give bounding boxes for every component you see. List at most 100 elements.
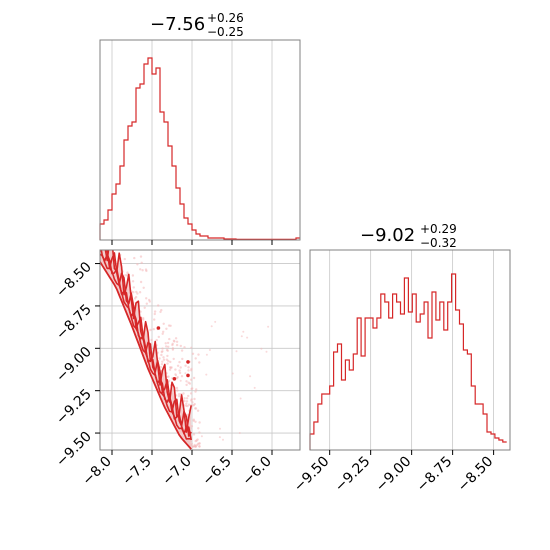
scatter-point: [164, 342, 167, 345]
scatter-point: [140, 261, 143, 264]
scatter-point: [145, 297, 148, 300]
scatter-point: [162, 322, 165, 325]
scatter-point: [193, 443, 196, 447]
scatter-point: [185, 402, 188, 405]
scatter-point: [161, 332, 164, 335]
scatter-point: [132, 291, 135, 294]
histogram-step-line: [309, 273, 507, 450]
scatter-point: [239, 397, 242, 400]
scatter-point: [191, 445, 194, 448]
scatter-point: [193, 397, 196, 401]
scatter-point: [190, 378, 193, 381]
scatter-point: [170, 366, 173, 369]
scatter-point: [149, 328, 152, 332]
scatter-point: [183, 397, 186, 400]
scatter-point: [205, 373, 208, 376]
scatter-point: [139, 255, 143, 258]
scatter-point: [194, 390, 197, 393]
scatter-point: [192, 433, 196, 436]
scatter-point: [178, 393, 181, 396]
scatter-point: [198, 431, 201, 434]
scatter-point: [161, 360, 164, 363]
scatter-point: [169, 360, 172, 364]
scatter-point: [198, 361, 201, 364]
scatter-point: [167, 345, 170, 348]
scatter-point: [267, 325, 270, 328]
scatter-point: [253, 386, 256, 389]
scatter-point: [152, 328, 155, 331]
scatter-point: [135, 290, 138, 294]
scatter-point: [174, 337, 178, 340]
scatter-point: [139, 268, 142, 271]
scatter-point: [238, 432, 241, 434]
param1-lower-error: −0.25: [207, 25, 244, 39]
scatter-point: [187, 381, 190, 384]
scatter-point: [131, 280, 135, 283]
scatter-point: [143, 306, 146, 309]
scatter-point: [249, 375, 252, 378]
scatter-point: [165, 327, 168, 330]
scatter-point: [162, 356, 165, 359]
scatter-point: [190, 387, 193, 391]
scatter-point: [153, 318, 156, 321]
outlier-point: [172, 377, 177, 381]
scatter-point: [183, 346, 186, 349]
scatter-point: [124, 274, 127, 277]
scatter-point: [178, 360, 181, 364]
scatter-point: [161, 347, 164, 350]
scatter-point: [158, 357, 161, 360]
scatter-point: [185, 397, 189, 400]
scatter-point: [190, 346, 193, 349]
scatter-point: [160, 353, 163, 357]
scatter-point: [191, 352, 195, 355]
scatter-point: [185, 400, 189, 403]
scatter-point: [192, 418, 195, 421]
scatter-point: [175, 340, 179, 343]
scatter-point: [219, 427, 221, 430]
scatter-point: [172, 339, 176, 342]
scatter-point: [144, 268, 148, 271]
scatter-point: [194, 407, 198, 410]
scatter-point: [162, 330, 165, 333]
scatter-point: [181, 357, 184, 361]
scatter-point: [246, 336, 249, 339]
scatter-point: [198, 445, 201, 448]
scatter-point: [175, 386, 179, 390]
scatter-point: [184, 364, 187, 367]
scatter-point: [136, 292, 139, 295]
scatter-point: [182, 392, 185, 395]
contour-line: [100, 261, 192, 450]
scatter-point: [197, 427, 200, 430]
param2-lower-error: −0.32: [420, 236, 457, 250]
param1-median-value: −7.56: [150, 14, 205, 35]
scatter-point: [136, 263, 139, 266]
scatter-point: [191, 401, 194, 404]
scatter-point: [205, 353, 208, 356]
scatter-point: [265, 350, 268, 353]
scatter-point: [200, 435, 203, 438]
scatter-point: [159, 365, 162, 369]
scatter-point: [175, 374, 177, 377]
scatter-point: [208, 349, 211, 351]
scatter-point: [166, 354, 169, 358]
scatter-point: [145, 302, 148, 305]
scatter-point: [196, 409, 200, 412]
scatter-point: [153, 310, 157, 313]
scatter-point: [190, 425, 194, 428]
scatter-point: [197, 353, 200, 356]
scatter-point: [235, 350, 238, 353]
scatter-point: [242, 330, 245, 333]
scatter-point: [160, 350, 163, 354]
scatter-point: [198, 421, 201, 424]
contour-line: [104, 250, 192, 433]
param2-upper-error: +0.29: [420, 222, 457, 236]
scatter-point: [196, 442, 200, 445]
scatter-point: [126, 271, 129, 274]
scatter-point: [123, 257, 127, 261]
outlier-point: [186, 373, 190, 378]
scatter-point: [190, 367, 193, 371]
scatter-point: [160, 363, 164, 366]
scatter-point: [142, 318, 145, 321]
histogram-step-line: [99, 57, 300, 240]
